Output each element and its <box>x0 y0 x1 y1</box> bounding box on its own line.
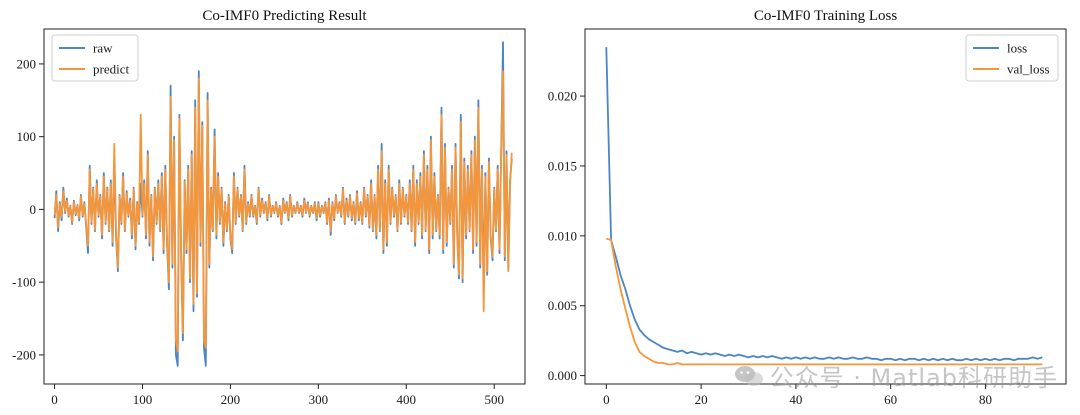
y-tick-label: 0.020 <box>548 89 577 104</box>
legend-label-loss: loss <box>1007 41 1027 56</box>
training-loss-panel: Co-IMF0 Training Loss 0 20 40 60 80 0.000 0.005… <box>548 8 1067 407</box>
x-tick-label: 20 <box>695 392 708 407</box>
x-tick-label: 300 <box>309 392 329 407</box>
y-tick-label: 0.005 <box>548 298 577 313</box>
chart-title: Co-IMF0 Predicting Result <box>202 8 367 24</box>
legend: loss val_loss <box>965 34 1059 82</box>
x-tick-label: 40 <box>789 392 802 407</box>
y-tick-label: -200 <box>12 347 36 362</box>
x-tick-label: 100 <box>133 392 153 407</box>
plot-frame <box>43 28 526 385</box>
chart-title: Co-IMF0 Training Loss <box>754 8 898 24</box>
plot-frame <box>584 28 1067 385</box>
y-tick-label: 0.015 <box>548 158 577 173</box>
y-tick-label: -100 <box>12 275 36 290</box>
series-line-loss <box>605 47 1043 362</box>
series-line-predict <box>53 70 513 353</box>
legend-label-predict: predict <box>93 62 129 77</box>
x-tick-label: 80 <box>979 392 992 407</box>
series-line-val_loss <box>606 237 1043 366</box>
y-tick-label: 100 <box>17 129 37 144</box>
wechat-icon <box>734 364 764 388</box>
x-tick-label: 500 <box>484 392 504 407</box>
legend-label-val_loss: val_loss <box>1007 62 1050 77</box>
watermark: 公众号 · Matlab科研助手 <box>734 358 1058 393</box>
y-tick-label: 0 <box>30 202 37 217</box>
x-tick-label: 0 <box>51 392 58 407</box>
y-tick-label: 0.000 <box>548 368 577 383</box>
y-tick-label: 200 <box>17 56 37 71</box>
legend-label-raw: raw <box>93 41 113 56</box>
x-tick-label: 0 <box>603 392 610 407</box>
watermark-text: 公众号 · Matlab科研助手 <box>769 364 1058 392</box>
x-tick-label: 60 <box>884 392 897 407</box>
y-tick-label: 0.010 <box>548 228 577 243</box>
legend: raw predict <box>51 34 139 82</box>
x-tick-label: 200 <box>221 392 241 407</box>
predicting-result-panel: Co-IMF0 Predicting Result 0 100 200 300 400 50… <box>12 8 526 407</box>
x-tick-label: 400 <box>397 392 417 407</box>
